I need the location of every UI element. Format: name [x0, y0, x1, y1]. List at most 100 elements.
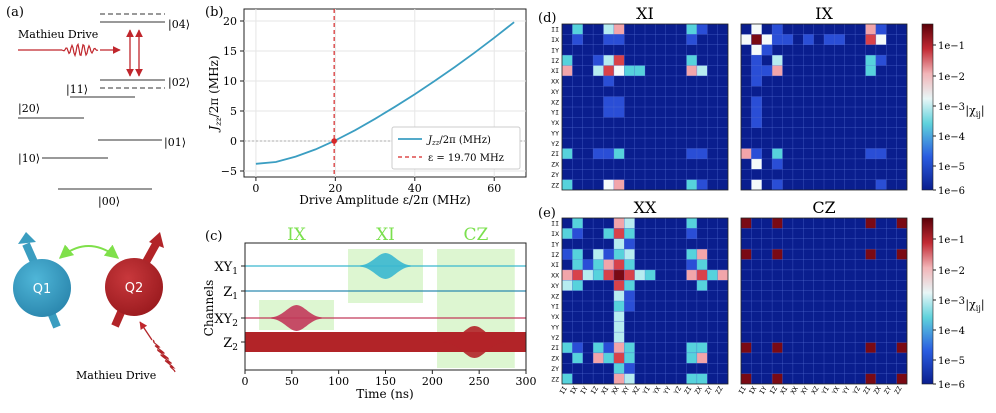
colorbar-tick-label: 1e−4 [938, 132, 965, 143]
legend-box [391, 126, 521, 170]
heatmap-col-label: ZX [872, 385, 883, 396]
q2-spin-arrow-shaft [142, 242, 160, 264]
heatmap-cell [741, 218, 752, 229]
heatmap-cell [624, 280, 635, 291]
plot-c-channel-labels: XY1 Z1 XY2 Z2 [214, 260, 245, 353]
q1-spin-arrow-shaft [22, 242, 38, 264]
plot-c-xtick-label: 50 [285, 375, 299, 388]
plot-b-ticks: 0 20 40 60 −5 0 5 10 15 20 [221, 15, 501, 195]
colorbar-tick-label: 1e−1 [938, 235, 965, 246]
heatmap-cell [772, 34, 783, 45]
heatmap-cell [865, 148, 876, 159]
heatmap-cell [696, 269, 708, 281]
plot-b-xtick-label: 0 [252, 182, 259, 195]
plot-b-xtick-label: 20 [328, 182, 342, 195]
heatmap-cell [751, 96, 762, 107]
level-11-label: |11⟩ [66, 83, 88, 97]
heatmap-row-label: IY [551, 46, 559, 54]
heatmap-cell [582, 259, 594, 270]
panel-a-label: (a) [6, 5, 24, 20]
heatmap-cell [751, 44, 762, 56]
heatmap-cell [593, 259, 604, 270]
colorbar-e: 1e−1 1e−2 1e−3 1e−4 1e−5 1e−6 |χij| [921, 217, 985, 391]
heatmap-cell [875, 34, 887, 45]
heatmap-frame [740, 217, 908, 385]
heatmap-cell [686, 228, 697, 239]
heatmap-cell [634, 65, 645, 76]
heatmap-cell [613, 352, 625, 364]
heatmap-col-label: ZI [862, 385, 873, 396]
heatmap-cell [686, 55, 697, 66]
heatmap-row-label: XY [551, 88, 559, 96]
heatmap-cell [613, 24, 625, 35]
heatmap-cell [751, 34, 762, 45]
heatmap-cell [772, 249, 783, 260]
heatmap-col-label: YI [820, 385, 831, 396]
heatmap-row-label: II [551, 220, 559, 228]
heatmap-col-label: IX [568, 385, 579, 396]
bottom-drive-wave-icon [152, 339, 176, 373]
heatmap-col-label: XX [610, 385, 621, 396]
heatmap-row-label: ZY [551, 365, 559, 373]
heatmap-cell [603, 96, 614, 107]
heatmap-row-label: ZI [551, 344, 559, 352]
heatmap-cell [772, 55, 783, 66]
heatmap-cell [572, 259, 583, 270]
heatmap-cell [624, 65, 635, 76]
heatmap-cell [624, 259, 635, 270]
plot-b-ytick-label: 0 [230, 135, 237, 148]
heatmap-cell [603, 75, 614, 87]
plot-b-xlabel: Drive Amplitude ε/2π (MHz) [299, 193, 470, 207]
heatmap-cell [772, 179, 783, 190]
plot-b-legend: Jzz/2π (MHz) ε = 19.70 MHz [391, 126, 521, 170]
heatmap-row-label: ZZ [551, 375, 559, 383]
heatmap-cell [772, 158, 783, 170]
heatmap-cell [613, 332, 625, 343]
heatmap-col-label: XI [779, 385, 790, 396]
heatmap-cell [603, 259, 614, 270]
heatmap-col-label: II [558, 385, 569, 396]
heatmap-row-label: XI [551, 67, 559, 75]
colorbar-tick-label: 1e−1 [938, 41, 965, 52]
heatmap-cell [751, 117, 762, 128]
q2-spin-arrow-head [149, 232, 164, 248]
heatmap-cell [896, 342, 907, 353]
heatmap-cell [772, 342, 783, 353]
heatmap-cell [603, 179, 614, 190]
heatmap-cell [582, 269, 594, 281]
heatmap-cell [603, 249, 614, 260]
heatmap-cell [572, 228, 583, 239]
colorbar-tick-label: 1e−2 [938, 72, 965, 83]
heatmap-cell [741, 34, 752, 45]
heatmap-row-label: XZ [551, 98, 559, 106]
heatmap-cell [603, 342, 614, 353]
heatmap-col-label: IX [747, 385, 758, 396]
heatmap-cell [717, 269, 728, 281]
heatmap-cell [613, 65, 625, 76]
heatmap-cell [696, 342, 708, 353]
heatmap-cell [603, 34, 614, 45]
heatmap-cell [686, 259, 697, 270]
heatmap-cell [613, 218, 625, 229]
colorbar-tick-label: 1e−3 [938, 102, 965, 113]
heatmap-col-label: YZ [672, 385, 683, 396]
heatmap-cell [572, 280, 583, 291]
heatmap-row-label: IX [551, 36, 559, 44]
plot-b-frame [243, 8, 527, 178]
plot-c-xtick-label: 200 [422, 375, 443, 388]
heatmap-row-label: IZ [551, 251, 559, 259]
q1-sphere [13, 259, 71, 317]
plot-b-ytick-label: 20 [223, 15, 237, 28]
colorbar-tick-label: 1e−4 [938, 326, 965, 337]
colorbar-label: |χij| [965, 104, 984, 119]
heatmap-cell [772, 148, 783, 159]
heatmap-cell [603, 65, 614, 76]
heatmap-cell [686, 148, 697, 159]
heatmap-row-label: YY [551, 323, 559, 331]
plot-b-marker [331, 138, 337, 144]
heatmap-cell [696, 24, 708, 35]
heatmap-row-label: ZX [551, 355, 559, 363]
heatmap-cell [696, 148, 708, 159]
heatmap-cell [865, 24, 876, 35]
